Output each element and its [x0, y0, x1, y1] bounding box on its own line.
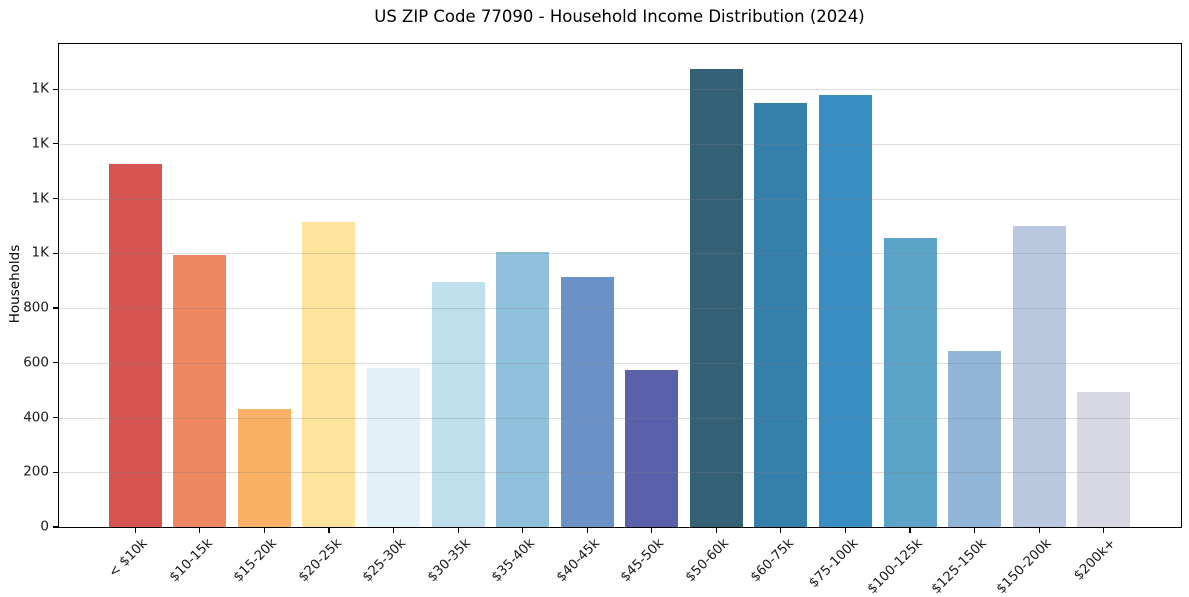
- y-tick-label: 800: [23, 299, 49, 316]
- x-tick-mark: [586, 528, 588, 534]
- x-tick-label: $20-25k: [295, 536, 345, 586]
- y-tick-mark: [52, 526, 58, 528]
- y-tick-mark: [52, 307, 58, 309]
- x-tick-mark: [651, 528, 653, 534]
- plot-area: 0 200 400 600 800 1K 1K 1K 1K < $10k $10-15k $15-20…: [23, 43, 1182, 597]
- x-tick-label: $10-15k: [166, 536, 216, 586]
- x-tick-label: $35-40k: [489, 536, 539, 586]
- bar-30-35k: [431, 282, 485, 527]
- x-tick-label: < $10k: [106, 536, 151, 581]
- x-tick-label: $60-75k: [747, 536, 797, 586]
- bar-125-150k: [948, 350, 1002, 527]
- x-tick-label: $45-50k: [618, 536, 668, 586]
- y-tick-mark: [52, 88, 58, 90]
- x-tick-mark: [715, 528, 717, 534]
- x-tick-label: $25-30k: [360, 536, 410, 586]
- chart-title: US ZIP Code 77090 - Household Income Dis…: [374, 7, 865, 26]
- x-tick-mark: [457, 528, 459, 534]
- y-tick-mark: [52, 252, 58, 254]
- x-tick-label: $15-20k: [230, 536, 281, 586]
- x-tick-mark: [844, 528, 847, 534]
- x-tick-mark: [973, 528, 976, 534]
- bar-150-200k: [1012, 225, 1066, 527]
- x-tick-label: $50-60k: [682, 536, 732, 586]
- y-tick-label: 1K: [31, 190, 49, 207]
- bar-10k: [108, 164, 162, 527]
- x-tick-mark: [199, 528, 201, 534]
- bar-40-45k: [560, 276, 614, 527]
- gridline: [59, 89, 1181, 91]
- y-tick-label: 200: [23, 463, 49, 480]
- y-axis-label: Households: [7, 244, 23, 324]
- x-tick-mark: [392, 528, 395, 534]
- bar-20-25k: [302, 221, 356, 527]
- gridline: [59, 143, 1181, 145]
- bar-100-125k: [883, 238, 937, 527]
- y-tick-label: 0: [40, 518, 49, 535]
- x-tick-mark: [328, 528, 330, 534]
- y-tick-label: 1K: [31, 80, 49, 97]
- bar-35-40k: [496, 251, 550, 527]
- y-tick-mark: [52, 471, 58, 473]
- x-tick-mark: [522, 528, 524, 534]
- x-tick-label: $200k+: [1071, 536, 1120, 584]
- bar-60-75k: [754, 102, 808, 527]
- x-tick-label: $100-125k: [864, 536, 926, 597]
- x-tick-mark: [780, 528, 782, 534]
- bar-200k: [1077, 391, 1131, 527]
- bar-75-100k: [818, 94, 872, 527]
- y-tick-mark: [52, 143, 58, 145]
- bar-50-60k: [689, 68, 743, 527]
- y-tick-label: 400: [23, 409, 49, 426]
- x-tick-label: $40-45k: [553, 536, 603, 586]
- x-tick-mark: [909, 528, 911, 534]
- gridline: [59, 198, 1181, 200]
- bar-25-30k: [367, 368, 421, 527]
- bar-45-50k: [625, 369, 679, 527]
- bar-15-20k: [237, 409, 291, 527]
- x-tick-mark: [263, 528, 265, 534]
- x-tick-label: $75-100k: [806, 536, 862, 591]
- x-tick-mark: [1038, 528, 1040, 534]
- bar-10-15k: [173, 254, 227, 527]
- x-tick-label: $150-200k: [993, 536, 1055, 597]
- y-tick-mark: [52, 362, 58, 364]
- x-tick-mark: [1103, 528, 1105, 534]
- x-tick-mark: [134, 528, 136, 534]
- y-tick-mark: [52, 416, 58, 419]
- x-tick-label: $125-150k: [929, 536, 991, 597]
- y-tick-label: 1K: [31, 135, 49, 152]
- y-tick-label: 600: [23, 354, 49, 371]
- y-tick-label: 1K: [31, 245, 49, 262]
- y-tick-mark: [52, 198, 58, 200]
- x-tick-label: $30-35k: [424, 536, 474, 586]
